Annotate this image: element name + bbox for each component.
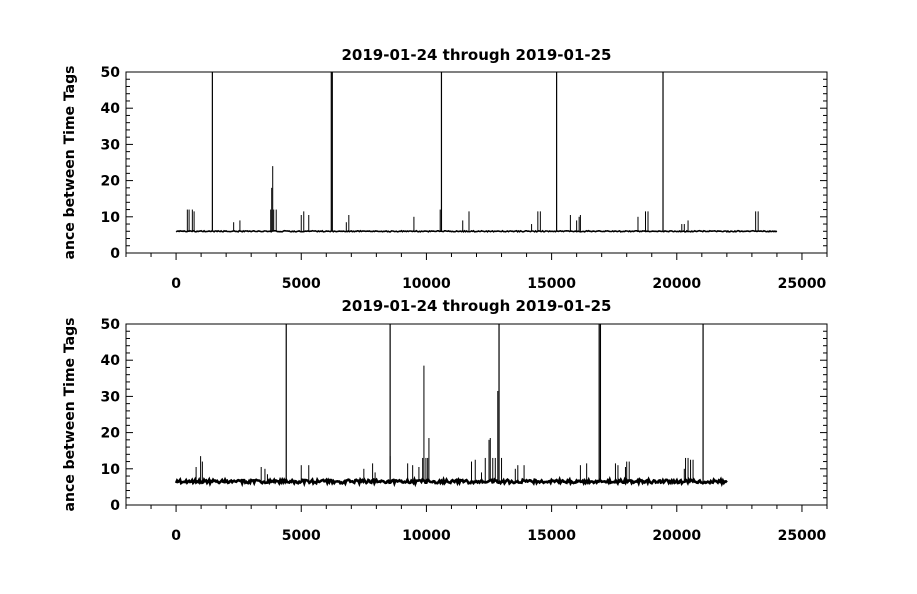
y-tick-label: 10 [101,210,121,226]
y-tick-label: 0 [110,246,120,262]
y-axis-label: ance between Time Tags [62,66,78,260]
chart-title: 2019-01-24 through 2019-01-25 [342,297,612,315]
y-tick-label: 20 [101,174,121,190]
x-tick-label: 10000 [402,276,451,292]
x-tick-label: 0 [171,528,181,544]
chart-title: 2019-01-24 through 2019-01-25 [342,46,612,64]
y-tick-label: 30 [101,137,121,153]
y-tick-label: 50 [101,317,121,333]
x-tick-label: 15000 [527,276,576,292]
y-tick-label: 50 [101,65,121,81]
y-tick-label: 0 [110,498,120,514]
x-tick-label: 10000 [402,528,451,544]
x-tick-label: 0 [171,276,181,292]
y-axis-label: ance between Time Tags [62,318,78,512]
chart-panel-bottom: 2019-01-24 through 2019-01-25 ance betwee… [62,297,828,544]
y-tick-label: 10 [101,462,121,478]
x-tick-label: 20000 [652,528,701,544]
x-tick-label: 25000 [778,528,827,544]
chart-panel-top: 2019-01-24 through 2019-01-25 ance betwee… [62,46,828,292]
x-tick-label: 5000 [282,276,321,292]
x-tick-label: 5000 [282,528,321,544]
series-line-baseline [174,475,728,488]
plot-frame [125,323,828,506]
plot-frame [125,71,828,254]
y-tick-label: 30 [101,389,121,405]
y-tick-label: 40 [101,101,121,117]
y-tick-label: 20 [101,426,121,442]
x-tick-label: 15000 [527,528,576,544]
x-tick-label: 25000 [778,276,827,292]
x-tick-label: 20000 [652,276,701,292]
y-tick-label: 40 [101,353,121,369]
series-line-baseline [175,229,778,233]
